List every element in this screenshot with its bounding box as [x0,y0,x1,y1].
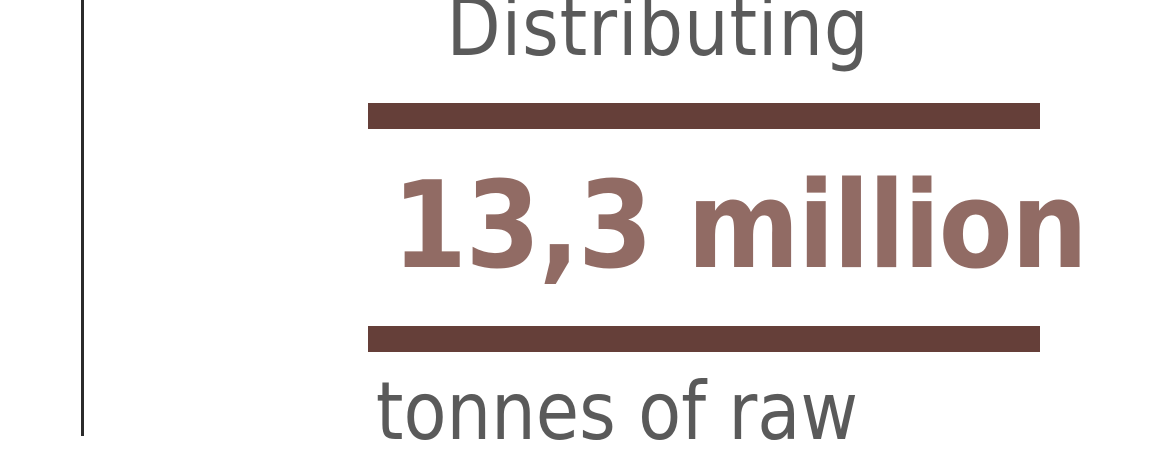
intro-text: Distributing [446,0,870,74]
bottom-rule [368,326,1040,352]
unit-text: tonnes of raw [375,365,859,458]
top-rule [368,103,1040,129]
figure-value: 13,3 million [392,157,1088,296]
vertical-divider [81,0,84,436]
